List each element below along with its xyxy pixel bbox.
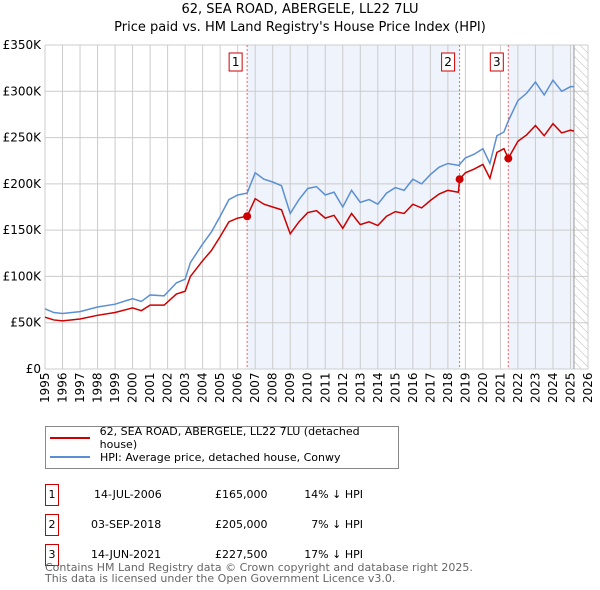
footer-line: This data is licensed under the Open Gov…: [45, 572, 396, 585]
y-tick-label: £300K: [3, 84, 43, 98]
x-tick-label: 2016: [406, 372, 420, 403]
sale-badge: 3: [45, 544, 59, 566]
sale-point: [504, 154, 513, 163]
x-tick-label: 1997: [73, 372, 87, 403]
y-tick-label: £0: [26, 362, 41, 376]
x-tick-label: 2026: [581, 372, 595, 403]
sale-price: £165,000: [215, 488, 268, 501]
y-tick-label: £250K: [3, 131, 43, 145]
plot-area: 1995 1996 1997 1998 1999 2000 2001 2002 2003 2004…: [3, 38, 595, 403]
x-tick-label: 1995: [38, 372, 52, 403]
x-tick-label: 2004: [196, 372, 210, 403]
x-tick-label: 2023: [528, 372, 542, 403]
sale-hpi-diff: 7% ↓ HPI: [311, 518, 363, 531]
legend-item-property: 62, SEA ROAD, ABERGELE, LL22 7LU (detach…: [50, 425, 398, 451]
legend-label: 62, SEA ROAD, ABERGELE, LL22 7LU (detach…: [99, 425, 360, 451]
sale-hpi-diff: 17% ↓ HPI: [304, 548, 363, 561]
hpi-line: [44, 78, 574, 315]
sale-point: [243, 212, 252, 221]
x-tick-label: 2001: [143, 372, 157, 403]
y-tick-label: £100K: [3, 269, 43, 283]
legend-item-hpi: HPI: Average price, detached house, Conw…: [50, 448, 341, 466]
sale-badge: 1: [45, 484, 59, 506]
y-tick-label: £150K: [3, 223, 43, 237]
sale-date: 14-JUL-2006: [94, 488, 162, 501]
x-tick-label: 2017: [423, 372, 437, 403]
x-tick-label: 2025: [563, 372, 577, 403]
shade-region: [247, 45, 460, 369]
x-tick-label: 2008: [266, 372, 280, 403]
x-tick-label: 2010: [301, 372, 315, 403]
x-tick-label: 2013: [353, 372, 367, 403]
x-tick-label: 2018: [441, 372, 455, 403]
sale-label: 2: [444, 55, 452, 69]
sale-label-box: [441, 52, 456, 72]
x-tick-label: 2015: [388, 372, 402, 403]
sale-row: 1 14-JUL-2006 £165,000 14% ↓ HPI: [45, 484, 445, 506]
chart-subtitle: Price paid vs. HM Land Registry's House …: [114, 20, 486, 35]
sale-hpi-diff: 14% ↓ HPI: [304, 488, 363, 501]
sale-label-box: [489, 52, 504, 72]
legend: 62, SEA ROAD, ABERGELE, LL22 7LU (detach…: [45, 425, 399, 469]
legend-label: HPI: Average price, detached house, Conw…: [100, 450, 341, 464]
forecast-hatch: [573, 45, 588, 369]
sale-price: £205,000: [215, 518, 268, 531]
sale-date: 14-JUN-2021: [91, 548, 162, 561]
footer: Contains HM Land Registry data © Crown c…: [45, 562, 473, 584]
footer-line: Contains HM Land Registry data © Crown c…: [45, 561, 473, 574]
sale-price: £227,500: [215, 548, 268, 561]
x-tick-label: 2002: [161, 372, 175, 403]
x-tick-label: 2014: [371, 372, 385, 403]
chart-title: 62, SEA ROAD, ABERGELE, LL22 7LU: [181, 2, 419, 17]
y-tick-label: £50K: [10, 316, 42, 330]
y-tick-label: £200K: [3, 177, 43, 191]
sale-label: 1: [232, 55, 240, 69]
x-tick-label: 2012: [336, 372, 350, 403]
sale-point: [455, 175, 464, 184]
x-tick-label: 2009: [283, 372, 297, 403]
x-tick-label: 2024: [546, 372, 560, 403]
sale-label: 3: [493, 55, 501, 69]
x-tick-label: 2000: [126, 372, 140, 403]
price-line: [44, 122, 575, 322]
sale-row: 2 03-SEP-2018 £205,000 7% ↓ HPI: [45, 514, 445, 536]
x-tick-label: 2003: [178, 372, 192, 403]
x-tick-label: 2007: [248, 372, 262, 403]
x-tick-label: 2020: [476, 372, 490, 403]
x-tick-label: 2011: [318, 372, 332, 403]
x-tick-label: 2006: [231, 372, 245, 403]
y-tick-label: £350K: [3, 38, 43, 52]
x-tick-label: 2022: [511, 372, 525, 403]
x-tick-label: 1999: [108, 372, 122, 403]
x-tick-label: 1998: [91, 372, 105, 403]
x-tick-label: 2021: [493, 372, 507, 403]
x-tick-label: 2019: [458, 372, 472, 403]
x-tick-label: 2005: [213, 372, 227, 403]
sale-date: 03-SEP-2018: [91, 518, 162, 531]
x-tick-label: 1996: [56, 372, 70, 403]
sale-label-box: [228, 52, 243, 72]
sale-row: 3 14-JUN-2021 £227,500 17% ↓ HPI: [45, 544, 445, 566]
sale-badge: 2: [45, 514, 59, 536]
